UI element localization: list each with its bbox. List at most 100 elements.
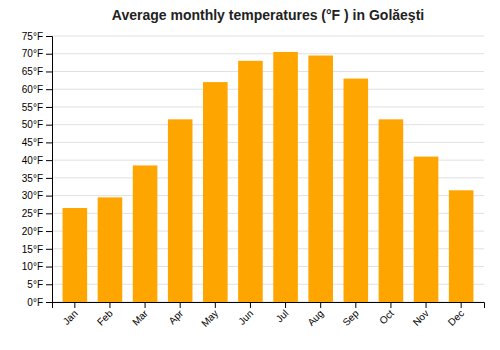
- bar: [414, 157, 439, 302]
- grid-line: [52, 53, 484, 54]
- y-axis: 0°F 5°F 10°F 15°F 20°F 25°F 30°F 35°F 40°F 45°F 50…: [22, 31, 53, 308]
- tick-mark: [74, 302, 75, 308]
- tick-mark: [180, 302, 181, 308]
- tick-label: Sep: [340, 307, 361, 328]
- tick: Mar: [130, 302, 150, 328]
- tick: 45°F: [22, 137, 52, 148]
- tick-label: 30°F: [22, 190, 43, 201]
- tick: 65°F: [22, 66, 52, 77]
- tick-label: Jan: [61, 308, 80, 327]
- tick: 35°F: [22, 173, 52, 184]
- bars: [63, 52, 474, 302]
- tick-mark: [46, 36, 52, 37]
- tick: 20°F: [22, 226, 52, 237]
- tick-mark: [46, 178, 52, 179]
- tick: Jan: [61, 302, 80, 327]
- tick: 30°F: [22, 190, 52, 201]
- tick-mark: [46, 213, 52, 214]
- tick-mark: [46, 71, 52, 72]
- bar: [449, 190, 474, 302]
- tick-label: 75°F: [22, 31, 43, 42]
- tick-mark: [46, 267, 52, 268]
- tick-mark: [285, 302, 286, 308]
- tick-mark: [46, 284, 52, 285]
- tick-label: 15°F: [22, 244, 43, 255]
- tick-mark: [46, 249, 52, 250]
- tick-mark: [46, 54, 52, 55]
- tick-label: Nov: [411, 308, 431, 328]
- title: Average monthly temperatures (°F ) in Go…: [112, 7, 424, 23]
- tick-label: 45°F: [22, 137, 43, 148]
- bar: [273, 52, 298, 302]
- tick-label: Feb: [95, 307, 115, 327]
- tick: Apr: [166, 302, 185, 326]
- grid-line: [52, 106, 484, 107]
- tick-label: 5°F: [27, 279, 43, 290]
- tick-mark: [461, 302, 462, 308]
- tick-label: Aug: [305, 308, 325, 328]
- bar: [203, 82, 228, 302]
- grid-line: [52, 71, 484, 72]
- tick-label: 60°F: [22, 84, 43, 95]
- tick: Jul: [274, 302, 291, 324]
- grid: [52, 36, 484, 302]
- tick: Dec: [446, 302, 466, 328]
- tick-label: May: [199, 308, 220, 329]
- grid-line: [52, 89, 484, 90]
- chart: 0°F 5°F 10°F 15°F 20°F 25°F 30°F 35°F 40°F 45°F 50…: [0, 0, 500, 350]
- tick-label: 25°F: [22, 208, 43, 219]
- tick-label: Apr: [166, 307, 185, 326]
- tick-mark: [250, 302, 251, 308]
- grid-line: [52, 124, 484, 125]
- tick-mark: [109, 302, 110, 308]
- x-axis: Jan Feb Mar Apr May Jun Jul Aug Sep Oct Nov Dec: [53, 302, 485, 329]
- tick-mark: [46, 89, 52, 90]
- tick-label: 50°F: [22, 119, 43, 130]
- tick: 55°F: [22, 102, 52, 113]
- tick: 15°F: [22, 244, 52, 255]
- tick: 60°F: [22, 84, 52, 95]
- tick: 40°F: [22, 155, 52, 166]
- tick: 10°F: [22, 261, 52, 272]
- tick: Aug: [305, 302, 325, 328]
- tick-mark: [390, 302, 391, 308]
- tick-mark: [46, 231, 52, 232]
- tick: 70°F: [22, 48, 52, 59]
- tick: 0°F: [27, 297, 52, 308]
- tick-mark: [46, 160, 52, 161]
- tick-mark: [145, 302, 146, 308]
- bar: [308, 56, 333, 302]
- bar: [63, 208, 88, 302]
- tick-label: Oct: [377, 308, 396, 327]
- tick: 25°F: [22, 208, 52, 219]
- tick-label: 55°F: [22, 102, 43, 113]
- tick: Jun: [236, 302, 255, 327]
- tick-mark: [426, 302, 427, 308]
- tick-label: 65°F: [22, 66, 43, 77]
- tick-mark: [215, 302, 216, 308]
- tick: 50°F: [22, 119, 52, 130]
- bar: [344, 79, 369, 302]
- grid-line: [52, 142, 484, 143]
- bar: [168, 119, 193, 302]
- bar: [133, 165, 158, 302]
- tick-label: Mar: [130, 307, 150, 327]
- tick: Nov: [411, 302, 431, 328]
- tick-label: 40°F: [22, 155, 43, 166]
- tick-label: 10°F: [22, 261, 43, 272]
- tick-mark: [355, 302, 356, 308]
- tick-mark: [46, 107, 52, 108]
- bar: [98, 197, 123, 302]
- tick: May: [199, 302, 220, 329]
- tick-label: 0°F: [27, 297, 43, 308]
- tick-mark: [320, 302, 321, 308]
- tick-label: 20°F: [22, 226, 43, 237]
- tick-label: 70°F: [22, 48, 43, 59]
- tick-mark: [46, 196, 52, 197]
- tick-label: Jul: [274, 308, 291, 325]
- tick-label: Jun: [236, 308, 255, 327]
- tick: 5°F: [27, 279, 52, 290]
- axis-line: [46, 37, 53, 303]
- bar: [379, 119, 404, 302]
- tick: 75°F: [22, 31, 52, 42]
